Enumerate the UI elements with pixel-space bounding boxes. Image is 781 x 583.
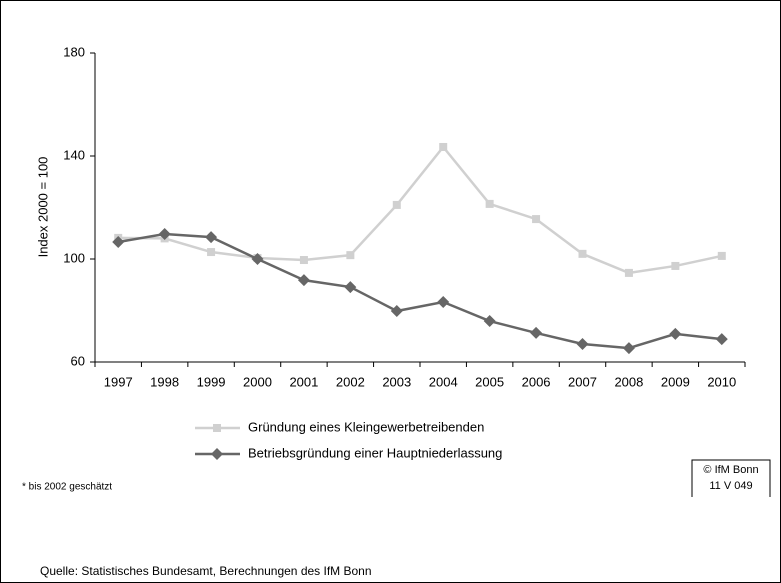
x-tick-label: 2005 xyxy=(475,374,504,389)
marker xyxy=(207,248,216,257)
marker xyxy=(392,200,401,209)
copyright-box xyxy=(691,459,771,497)
series-line xyxy=(118,232,722,350)
marker xyxy=(297,274,310,287)
legend-label: Gründung eines Kleingewerbetreibenden xyxy=(248,419,484,434)
x-tick-label: 2003 xyxy=(382,374,411,389)
marker xyxy=(213,424,221,432)
y-tick-label: 60 xyxy=(71,353,85,368)
legend-label: Betriebsgründung einer Hauptniederlassun… xyxy=(248,445,502,460)
marker xyxy=(251,253,264,265)
footnote: * bis 2002 geschätzt xyxy=(22,482,112,493)
marker xyxy=(671,261,680,270)
x-tick-label: 2007 xyxy=(568,374,597,389)
x-tick-label: 2000 xyxy=(243,374,272,389)
marker xyxy=(112,236,125,249)
x-tick-label: 2004 xyxy=(429,374,458,389)
copyright: © IfM Bonn xyxy=(703,464,758,476)
marker xyxy=(576,337,589,350)
y-tick-label: 140 xyxy=(63,147,85,162)
y-tick-label: 100 xyxy=(63,250,85,265)
x-tick-label: 2001 xyxy=(289,374,318,389)
marker xyxy=(205,231,218,244)
marker xyxy=(622,342,635,355)
x-tick-label: 2010 xyxy=(707,374,736,389)
x-tick-label: 2009 xyxy=(661,374,690,389)
marker xyxy=(158,228,171,241)
x-tick-label: 2006 xyxy=(522,374,551,389)
x-tick-label: 1999 xyxy=(197,374,226,389)
marker xyxy=(715,333,728,346)
source: Quelle: Statistisches Bundesamt, Berechn… xyxy=(40,564,372,578)
marker xyxy=(390,305,403,318)
marker xyxy=(439,142,448,151)
x-tick-label: 1998 xyxy=(150,374,179,389)
marker xyxy=(624,268,633,277)
copyright: 11 V 049 xyxy=(709,480,752,492)
x-tick-label: 1997 xyxy=(104,374,133,389)
marker xyxy=(344,281,357,294)
marker xyxy=(669,327,682,340)
marker xyxy=(578,249,587,258)
marker xyxy=(485,199,494,208)
y-tick-label: 180 xyxy=(63,44,85,59)
marker xyxy=(717,251,726,260)
marker xyxy=(530,326,543,339)
marker xyxy=(532,215,541,224)
series-line xyxy=(118,144,723,275)
marker xyxy=(437,296,450,309)
x-tick-label: 2002 xyxy=(336,374,365,389)
marker xyxy=(211,448,223,460)
marker xyxy=(346,251,355,260)
y-axis-label: Index 2000 = 100 xyxy=(35,157,50,258)
marker xyxy=(483,315,496,328)
marker xyxy=(299,256,308,265)
x-tick-label: 2008 xyxy=(614,374,643,389)
